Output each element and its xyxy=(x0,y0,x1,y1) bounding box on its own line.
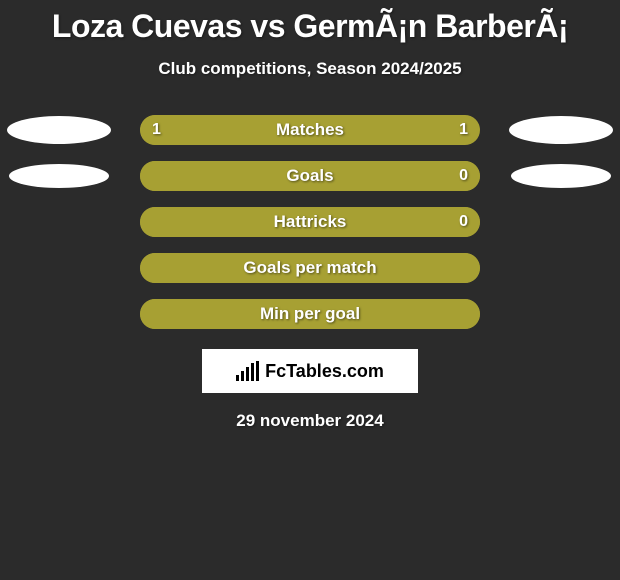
logo-box: FcTables.com xyxy=(202,349,418,393)
logo-text: FcTables.com xyxy=(265,361,384,382)
stat-row: Goals per match xyxy=(0,253,620,283)
stat-value-left: 1 xyxy=(152,121,161,139)
stat-label: Goals xyxy=(140,166,480,186)
page-subtitle: Club competitions, Season 2024/2025 xyxy=(0,59,620,79)
stat-value-right: 0 xyxy=(459,213,468,231)
stat-bar: Min per goal xyxy=(140,299,480,329)
stat-bar: Goals per match xyxy=(140,253,480,283)
stat-bar: Goals0 xyxy=(140,161,480,191)
stat-row: Hattricks0 xyxy=(0,207,620,237)
right-ellipse xyxy=(509,116,613,144)
stat-label: Matches xyxy=(140,120,480,140)
stat-bar: Matches1 1 xyxy=(140,115,480,145)
stat-row: Min per goal xyxy=(0,299,620,329)
footer-date: 29 november 2024 xyxy=(0,411,620,431)
right-ellipse xyxy=(511,164,611,188)
stat-label: Min per goal xyxy=(140,304,480,324)
stat-value-right: 1 xyxy=(459,121,468,139)
left-ellipse xyxy=(7,116,111,144)
stat-row: Matches1 1 xyxy=(0,115,620,145)
stat-bar: Hattricks0 xyxy=(140,207,480,237)
stats-rows: Matches11Goals0Hattricks0Goals per match… xyxy=(0,115,620,329)
page-title: Loza Cuevas vs GermÃ¡n BarberÃ¡ xyxy=(0,0,620,45)
stat-row: Goals0 xyxy=(0,161,620,191)
stat-label: Goals per match xyxy=(140,258,480,278)
chart-icon xyxy=(236,361,259,381)
stat-label: Hattricks xyxy=(140,212,480,232)
stat-value-right: 0 xyxy=(459,167,468,185)
left-ellipse xyxy=(9,164,109,188)
